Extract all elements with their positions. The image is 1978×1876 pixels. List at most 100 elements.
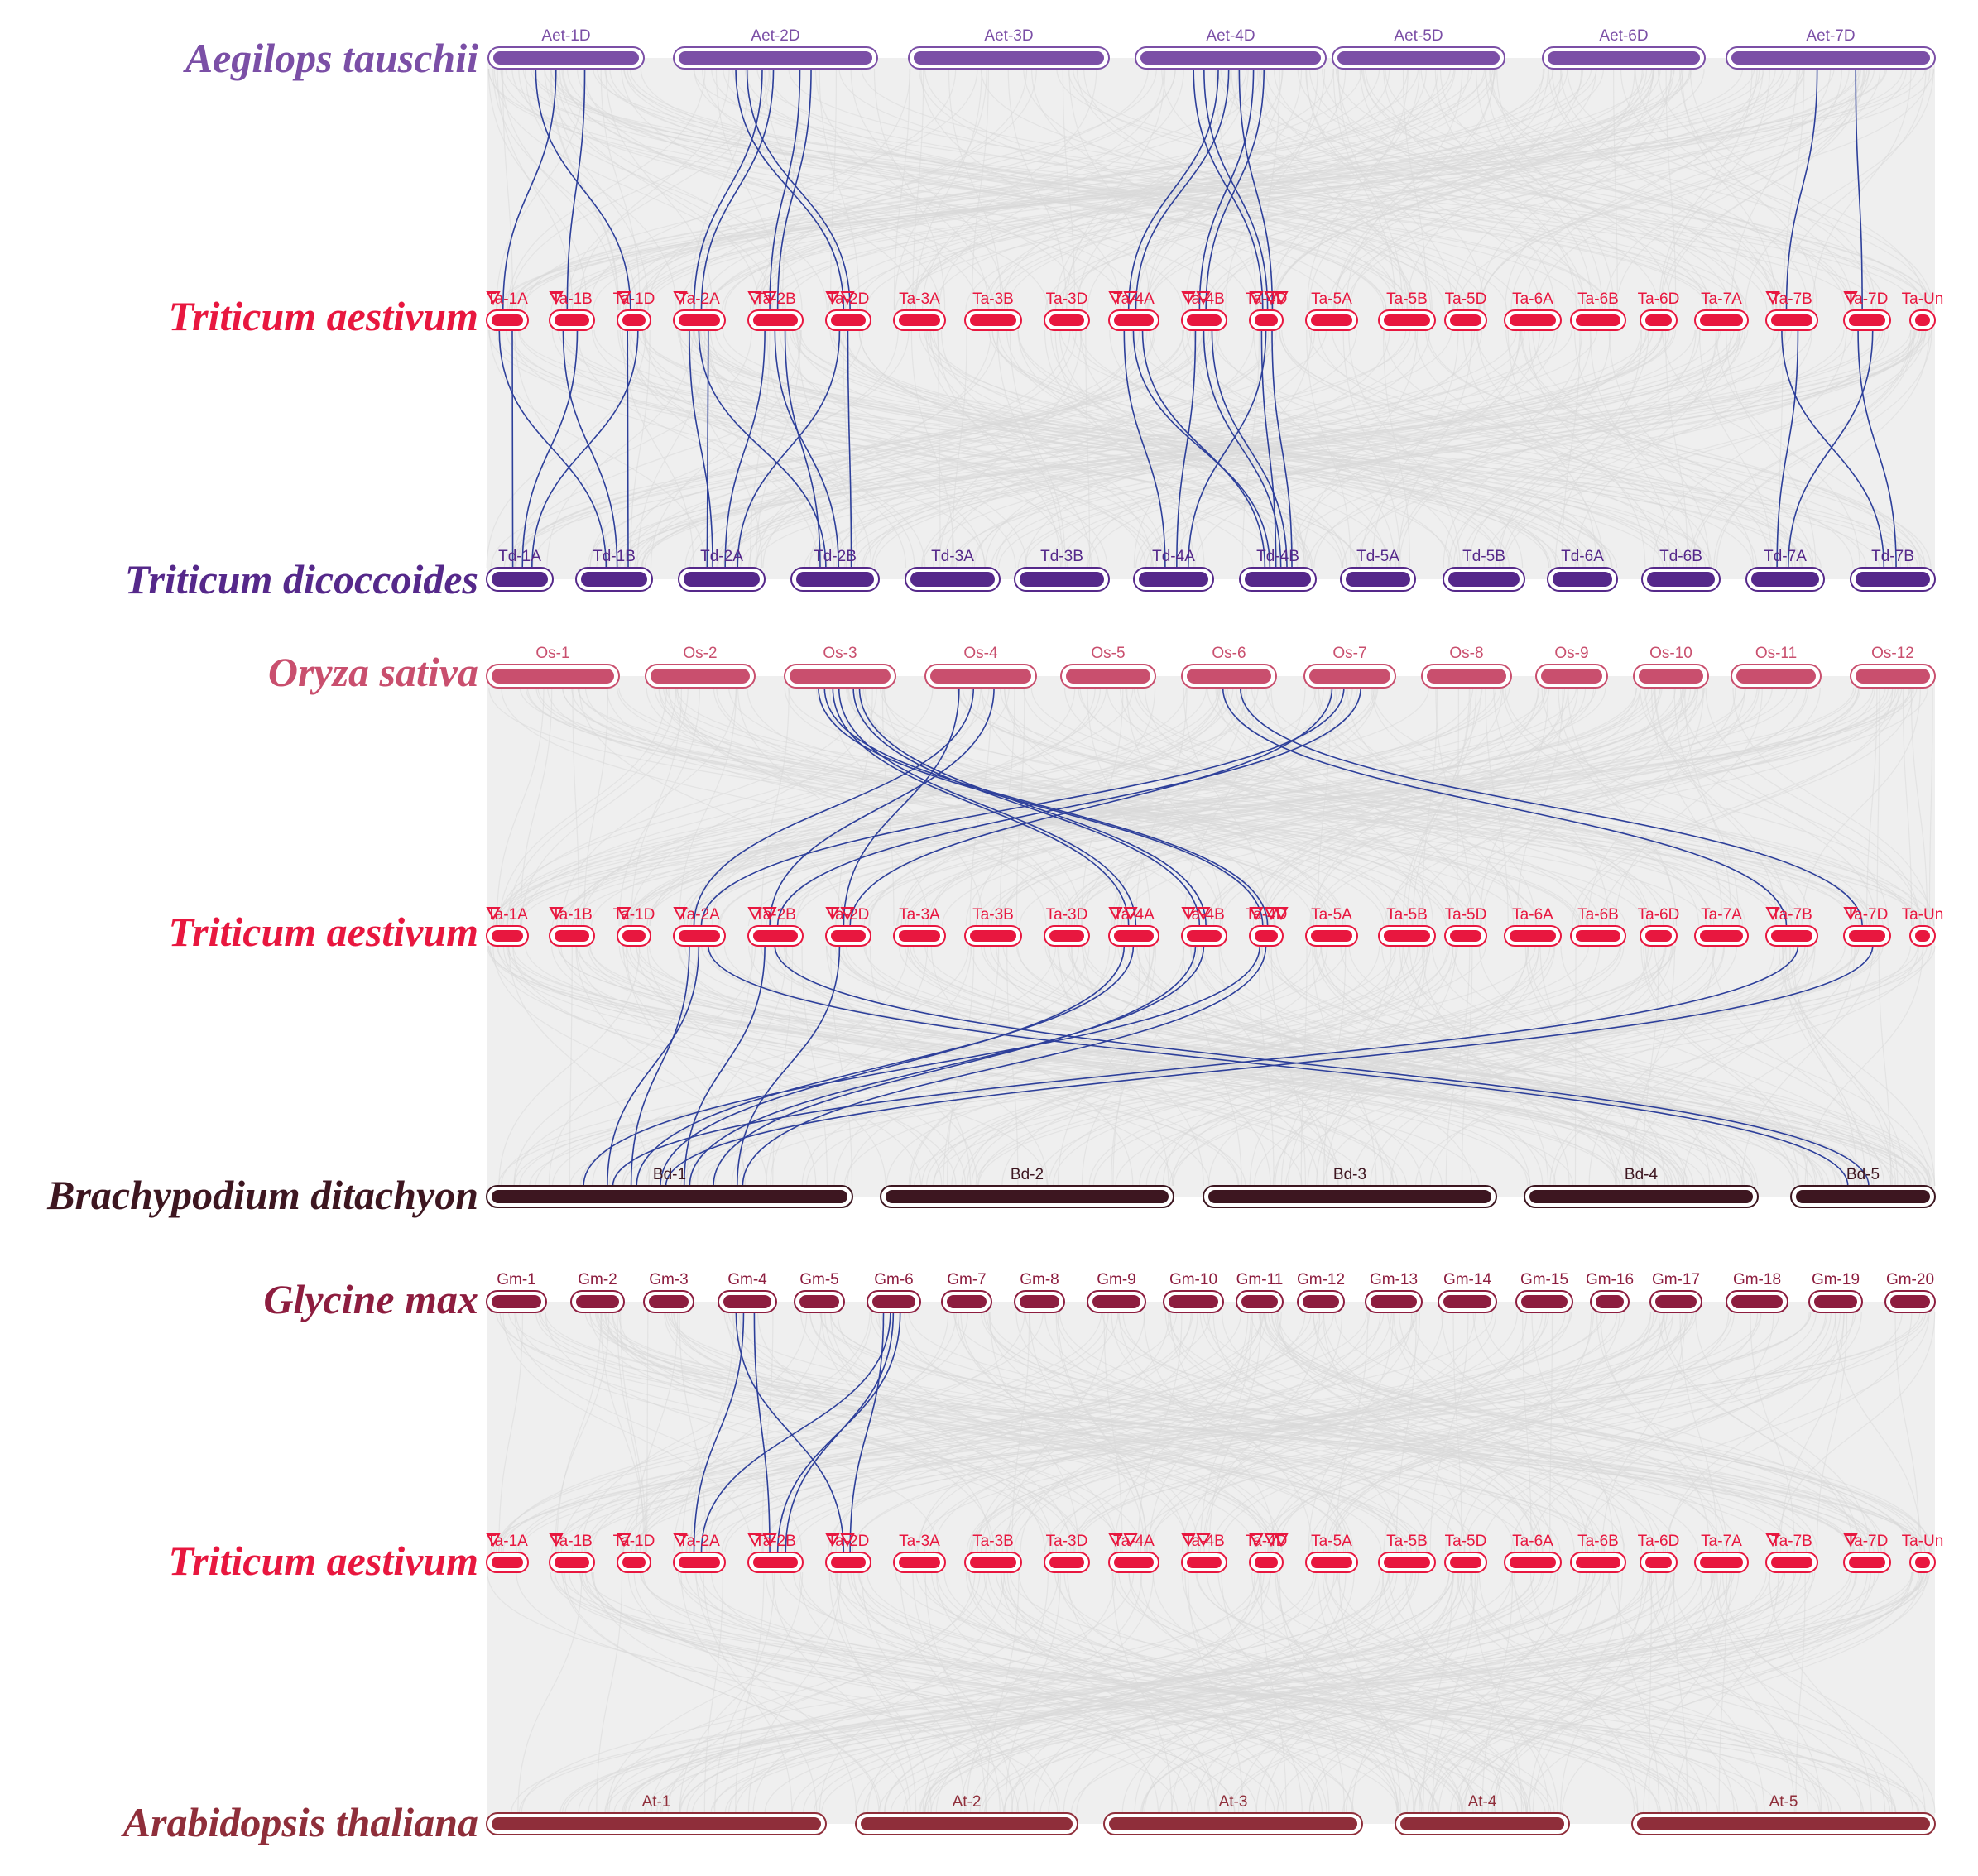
chromosome-gm-2[interactable]	[576, 1295, 619, 1308]
chromosome-ta-3d[interactable]	[1049, 314, 1084, 326]
chromosome-gm-15[interactable]	[1521, 1295, 1568, 1308]
chromosome-ta-2b[interactable]	[753, 314, 798, 326]
chromosome-ta-5a[interactable]	[1311, 314, 1352, 326]
chromosome-ta-5d[interactable]	[1450, 1557, 1481, 1568]
chromosome-ta-7d[interactable]	[1849, 314, 1885, 326]
chromosome-td-5a[interactable]	[1346, 572, 1410, 587]
chromosome-ta-7a[interactable]	[1700, 930, 1743, 942]
chromosome-ta-2b[interactable]	[753, 930, 798, 942]
chromosome-ta-6d[interactable]	[1645, 314, 1672, 326]
chromosome-ta-7a[interactable]	[1700, 1557, 1743, 1568]
chromosome-bd-5[interactable]	[1796, 1190, 1930, 1203]
chromosome-ta-1a[interactable]	[492, 1557, 523, 1568]
chromosome-at-2[interactable]	[861, 1817, 1073, 1830]
chromosome-os-7[interactable]	[1309, 669, 1390, 684]
chromosome-bd-2[interactable]	[886, 1190, 1169, 1203]
chromosome-os-1[interactable]	[492, 669, 614, 684]
chromosome-td-5b[interactable]	[1448, 572, 1520, 587]
chromosome-gm-8[interactable]	[1020, 1295, 1059, 1308]
chromosome-os-10[interactable]	[1639, 669, 1703, 684]
chromosome-ta-un[interactable]	[1915, 314, 1930, 326]
chromosome-ta-4d[interactable]	[1255, 314, 1278, 326]
chromosome-ta-1d[interactable]	[622, 930, 646, 942]
chromosome-aet-3d[interactable]	[914, 51, 1104, 65]
chromosome-td-3b[interactable]	[1020, 572, 1104, 587]
chromosome-ta-5d[interactable]	[1450, 314, 1481, 326]
chromosome-ta-4b[interactable]	[1187, 1557, 1222, 1568]
chromosome-gm-17[interactable]	[1655, 1295, 1697, 1308]
chromosome-bd-3[interactable]	[1208, 1190, 1491, 1203]
chromosome-ta-5d[interactable]	[1450, 930, 1481, 942]
chromosome-aet-7d[interactable]	[1731, 51, 1930, 65]
chromosome-td-2b[interactable]	[796, 572, 874, 587]
chromosome-ta-6a[interactable]	[1510, 314, 1556, 326]
chromosome-td-6b[interactable]	[1647, 572, 1715, 587]
chromosome-td-6a[interactable]	[1553, 572, 1612, 587]
chromosome-os-8[interactable]	[1427, 669, 1506, 684]
chromosome-aet-5d[interactable]	[1337, 51, 1500, 65]
chromosome-ta-6a[interactable]	[1510, 1557, 1556, 1568]
chromosome-td-7a[interactable]	[1751, 572, 1819, 587]
chromosome-ta-1d[interactable]	[622, 1557, 646, 1568]
chromosome-ta-3d[interactable]	[1049, 1557, 1084, 1568]
chromosome-gm-9[interactable]	[1092, 1295, 1140, 1308]
chromosome-ta-2a[interactable]	[679, 930, 720, 942]
chromosome-gm-20[interactable]	[1890, 1295, 1930, 1308]
chromosome-ta-6d[interactable]	[1645, 1557, 1672, 1568]
chromosome-at-4[interactable]	[1400, 1817, 1564, 1830]
chromosome-ta-5a[interactable]	[1311, 930, 1352, 942]
chromosome-gm-4[interactable]	[723, 1295, 771, 1308]
chromosome-bd-1[interactable]	[492, 1190, 847, 1203]
chromosome-ta-6b[interactable]	[1576, 930, 1620, 942]
chromosome-td-3a[interactable]	[910, 572, 995, 587]
chromosome-ta-4d[interactable]	[1255, 1557, 1278, 1568]
chromosome-ta-3b[interactable]	[970, 930, 1016, 942]
chromosome-gm-1[interactable]	[492, 1295, 541, 1308]
chromosome-ta-4a[interactable]	[1114, 314, 1154, 326]
chromosome-ta-3b[interactable]	[970, 1557, 1016, 1568]
chromosome-ta-3d[interactable]	[1049, 930, 1084, 942]
chromosome-os-4[interactable]	[930, 669, 1031, 684]
chromosome-ta-7a[interactable]	[1700, 314, 1743, 326]
chromosome-bd-4[interactable]	[1529, 1190, 1753, 1203]
chromosome-ta-6d[interactable]	[1645, 930, 1672, 942]
chromosome-ta-1a[interactable]	[492, 930, 523, 942]
chromosome-td-4a[interactable]	[1139, 572, 1208, 587]
chromosome-gm-6[interactable]	[872, 1295, 915, 1308]
chromosome-gm-12[interactable]	[1303, 1295, 1339, 1308]
chromosome-at-3[interactable]	[1109, 1817, 1357, 1830]
chromosome-gm-19[interactable]	[1814, 1295, 1857, 1308]
chromosome-ta-1b[interactable]	[555, 930, 589, 942]
chromosome-ta-6b[interactable]	[1576, 314, 1620, 326]
chromosome-ta-1a[interactable]	[492, 314, 523, 326]
chromosome-ta-3a[interactable]	[899, 930, 940, 942]
chromosome-ta-6a[interactable]	[1510, 930, 1556, 942]
chromosome-td-7b[interactable]	[1856, 572, 1930, 587]
chromosome-os-3[interactable]	[790, 669, 891, 684]
chromosome-ta-2b[interactable]	[753, 1557, 798, 1568]
chromosome-td-1b[interactable]	[581, 572, 647, 587]
chromosome-ta-1d[interactable]	[622, 314, 646, 326]
chromosome-ta-3b[interactable]	[970, 314, 1016, 326]
chromosome-at-1[interactable]	[492, 1817, 821, 1830]
chromosome-ta-un[interactable]	[1915, 1557, 1930, 1568]
chromosome-aet-1d[interactable]	[493, 51, 639, 65]
chromosome-gm-13[interactable]	[1371, 1295, 1417, 1308]
chromosome-ta-4b[interactable]	[1187, 314, 1222, 326]
chromosome-os-12[interactable]	[1856, 669, 1930, 684]
chromosome-gm-7[interactable]	[947, 1295, 987, 1308]
chromosome-ta-6b[interactable]	[1576, 1557, 1620, 1568]
chromosome-ta-5b[interactable]	[1384, 1557, 1430, 1568]
chromosome-td-2a[interactable]	[684, 572, 760, 587]
chromosome-gm-16[interactable]	[1596, 1295, 1624, 1308]
chromosome-os-6[interactable]	[1187, 669, 1271, 684]
chromosome-gm-5[interactable]	[799, 1295, 839, 1308]
chromosome-ta-2d[interactable]	[831, 930, 866, 942]
chromosome-td-4b[interactable]	[1245, 572, 1311, 587]
chromosome-os-9[interactable]	[1541, 669, 1602, 684]
chromosome-gm-18[interactable]	[1731, 1295, 1783, 1308]
chromosome-ta-7d[interactable]	[1849, 930, 1885, 942]
chromosome-td-1a[interactable]	[492, 572, 548, 587]
chromosome-ta-7b[interactable]	[1771, 930, 1812, 942]
chromosome-ta-2d[interactable]	[831, 1557, 866, 1568]
